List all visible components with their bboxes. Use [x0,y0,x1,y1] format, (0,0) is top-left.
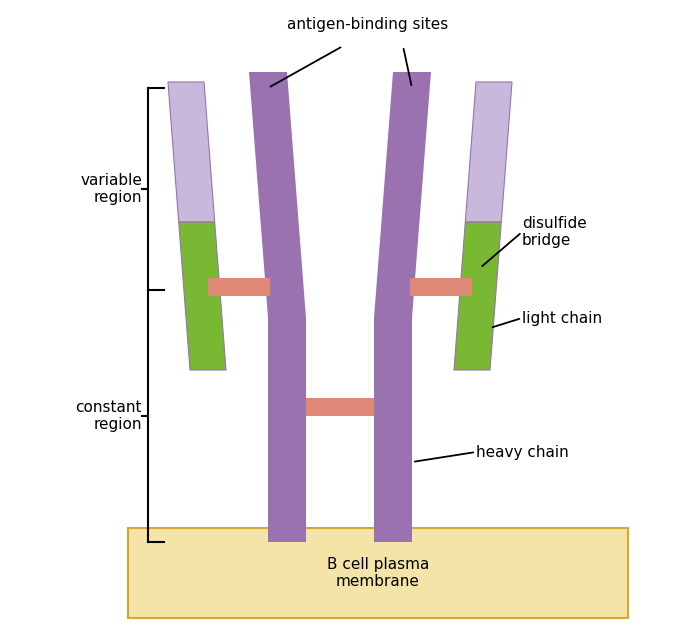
Polygon shape [249,72,306,542]
Text: light chain: light chain [522,310,602,326]
Text: B cell plasma
membrane: B cell plasma membrane [327,556,430,589]
Bar [128,528,628,618]
Text: variable
region: variable region [80,173,142,205]
Text: heavy chain: heavy chain [476,445,569,459]
Bar [410,278,472,296]
Polygon shape [454,222,501,370]
Bar [306,398,374,416]
Polygon shape [179,222,226,370]
Polygon shape [374,72,431,542]
Text: disulfide
bridge: disulfide bridge [522,216,587,248]
Polygon shape [168,82,215,222]
Polygon shape [466,82,512,222]
Bar [208,278,270,296]
Text: constant
region: constant region [76,400,142,432]
Text: antigen-binding sites: antigen-binding sites [287,17,449,32]
